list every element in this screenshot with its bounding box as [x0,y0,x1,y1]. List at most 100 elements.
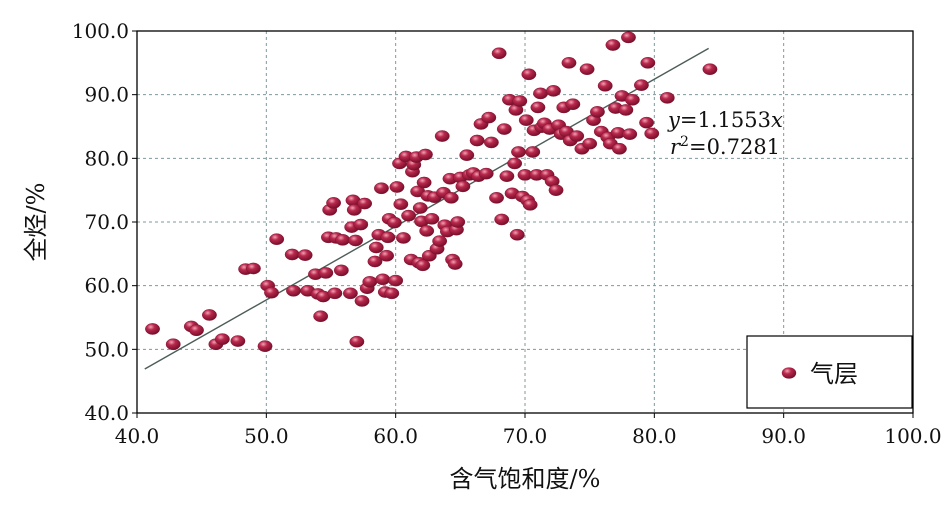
data-point [478,167,494,180]
data-point [353,218,369,231]
data-point [327,287,343,300]
eq-coef: =1.1553 [680,108,771,132]
legend-box [746,335,913,409]
data-point [145,323,160,335]
data-point [640,57,656,69]
data-point [380,231,396,244]
data-point [579,63,595,75]
x-tick-label: 60.0 [373,424,418,448]
eq-var-y: y [667,108,681,132]
data-point [349,335,365,348]
legend-marker [781,367,797,379]
data-point [561,57,577,69]
data-point [284,248,300,261]
x-tick-label: 70.0 [503,424,548,448]
data-point [335,234,351,246]
data-point [521,68,537,81]
data-point [357,197,373,210]
x-tick-label: 50.0 [244,424,289,448]
x-tick-label: 40.0 [115,424,160,448]
axis-ticks: 40.0 50.0 60.0 70.0 80.0 90.0 100.0 40.0 50.0 60.… [72,19,942,448]
data-point [379,249,395,262]
data-point [612,142,627,155]
data-point [622,128,638,140]
data-point [546,85,561,97]
y-tick-label: 80.0 [84,146,129,170]
data-point [569,130,585,142]
data-point [375,273,391,286]
data-point [496,123,512,135]
data-point [533,87,548,100]
data-point [389,181,405,193]
data-point [384,287,400,300]
data-point [165,338,181,351]
data-point [269,233,285,245]
data-point [483,136,499,149]
data-point [297,249,313,261]
eq-var-x: x [771,108,783,132]
data-point [590,106,605,118]
data-point [597,79,613,92]
data-point [455,180,471,193]
data-point [659,92,675,104]
legend: 气层 [746,335,913,409]
y-tick-label: 40.0 [84,401,129,425]
data-point [481,111,497,124]
data-point [522,199,538,211]
data-points [145,31,718,352]
data-point [318,267,334,279]
data-point [412,202,428,214]
data-point [418,148,433,161]
trendline-equation: y=1.1553x [667,108,783,132]
y-axis-title: 全烃/% [22,183,50,262]
data-point [511,146,526,158]
r2-value: =0.7281 [689,135,780,159]
data-point [214,333,230,345]
data-point [494,213,510,226]
data-point [346,204,362,216]
data-point [367,255,383,268]
x-tick-label: 90.0 [761,424,806,448]
data-point [342,287,358,300]
data-point [469,134,485,147]
data-point [565,98,581,111]
data-point [416,176,432,189]
data-point [368,241,384,254]
y-tick-label: 50.0 [84,337,129,361]
y-tick-label: 90.0 [84,83,129,107]
data-point [230,335,246,347]
data-point [507,157,523,170]
data-point [264,286,279,299]
data-point [499,170,515,182]
data-point [424,213,440,225]
data-point [525,146,541,158]
data-point [548,184,564,196]
x-axis-title: 含气饱和度/% [450,465,601,493]
data-point [450,216,466,228]
data-point [245,262,261,275]
data-point [639,116,654,129]
data-point [509,228,525,241]
data-point [618,104,634,116]
r2-var: r [670,135,682,159]
legend-label: 气层 [810,360,858,388]
data-point [386,216,402,229]
data-point [624,93,640,106]
data-point [530,101,546,114]
data-point [374,182,389,195]
data-point [326,197,341,209]
data-point [434,130,450,142]
data-point [286,284,301,297]
data-point [393,198,409,210]
data-point [489,192,504,204]
r2-sup: 2 [680,134,689,150]
data-point [333,264,349,277]
y-tick-label: 100.0 [72,19,129,43]
data-point [419,225,435,237]
y-tick-label: 70.0 [84,210,129,234]
data-point [443,192,459,204]
data-point [396,232,411,244]
data-point [582,137,598,150]
data-point [401,209,416,222]
